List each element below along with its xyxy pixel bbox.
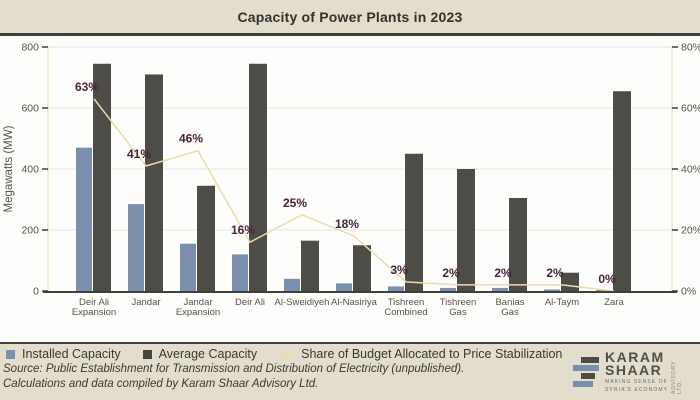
installed-capacity-swatch-icon — [6, 349, 15, 359]
legend-label: Average Capacity — [158, 347, 258, 361]
average-capacity-swatch-icon — [142, 349, 152, 359]
point-label: 25% — [283, 196, 307, 210]
bar-installed-Jandar Expansion — [180, 243, 196, 291]
right-tick-label: 0% — [681, 286, 696, 298]
legend-item-installed-capacity: Installed Capacity — [6, 347, 121, 361]
point-label: 18% — [335, 217, 359, 231]
bar-installed-Tishreen Combined — [388, 286, 404, 291]
left-tick-label: 800 — [21, 42, 39, 54]
capacity-chart-svg: 63% 41% 46% 16% 25% 18% 3% 2% 2% 2% 0% 0 200 400 600 80… — [3, 42, 700, 319]
point-label: 0% — [598, 272, 616, 286]
legend-item-budget-share: Share of Budget Allocated to Price Stabi… — [279, 347, 562, 361]
bar-average-Tishreen Gas — [457, 169, 475, 291]
category-label: Combined — [384, 307, 427, 318]
chart-plot-area: 63% 41% 46% 16% 25% 18% 3% 2% 2% 2% 0% 0 200 400 600 80… — [0, 36, 700, 342]
logo-text: KARAM SHAAR MAKING SENSE OF SYRIA'S ECON… — [605, 349, 669, 393]
category-label: Gas — [501, 307, 519, 318]
bar-average-Jandar Expansion — [197, 185, 215, 291]
point-label: 2% — [494, 266, 512, 280]
bar-installed-Deir Ali Expansion — [76, 147, 92, 291]
bar-average-Al-Taym — [561, 272, 579, 291]
bar-installed-Al-Taym — [544, 289, 560, 291]
karam-shaar-logo: KARAM SHAAR MAKING SENSE OF SYRIA'S ECON… — [573, 346, 697, 398]
budget-share-line — [93, 98, 615, 292]
footer: Installed Capacity Average Capacity Shar… — [0, 344, 700, 400]
legend-label: Installed Capacity — [22, 347, 121, 361]
right-tick-label: 60% — [681, 103, 700, 115]
bar-installed-Banias Gas — [492, 287, 508, 291]
bar-average-Tishreen Combined — [405, 153, 423, 291]
top-divider — [0, 33, 700, 36]
bar-average-Banias Gas — [509, 197, 527, 291]
bottom-divider — [0, 342, 700, 344]
logo-name-line2: SHAAR — [605, 362, 663, 378]
bar-average-Al-Nasiriya — [353, 245, 371, 291]
logo-tagline-line2: SYRIA'S ECONOMY — [605, 387, 669, 393]
point-label: 2% — [546, 266, 564, 280]
bar-average-Al-Sweidiyeh — [301, 240, 319, 291]
category-label: Banias — [495, 297, 524, 308]
title-band: Capacity of Power Plants in 2023 — [0, 0, 700, 33]
category-label: Tishreen — [388, 297, 425, 308]
left-tick-label: 400 — [21, 164, 39, 176]
category-label: Gas — [449, 307, 467, 318]
logo-tagline-line1: MAKING SENSE OF — [605, 379, 668, 385]
legend-label: Share of Budget Allocated to Price Stabi… — [301, 347, 563, 361]
bar-average-Deir Ali Expansion — [93, 63, 111, 292]
point-label: 46% — [179, 132, 203, 146]
source-line-2: Calculations and data compiled by Karam … — [3, 378, 319, 390]
point-label: 63% — [75, 80, 99, 94]
left-tick-label: 200 — [21, 225, 39, 237]
source-line-1: Source: Public Establishment for Transmi… — [3, 363, 465, 375]
category-label: Expansion — [72, 307, 116, 318]
bar-average-Deir Ali — [249, 63, 267, 292]
bar-installed-Deir Ali — [232, 254, 248, 291]
logo-bars-icon — [573, 357, 600, 387]
bar-installed-Al-Nasiriya — [336, 283, 352, 291]
y-axis-title: Megawatts (MW) — [3, 125, 15, 212]
chart-title: Capacity of Power Plants in 2023 — [237, 8, 463, 25]
source-note: Source: Public Establishment for Transmi… — [3, 362, 464, 392]
category-label: Jandar — [131, 297, 160, 308]
right-tick-label: 80% — [681, 42, 700, 54]
bar-installed-Al-Sweidiyeh — [284, 278, 300, 291]
bar-installed-Zara — [596, 290, 612, 292]
left-tick-label: 0 — [33, 286, 39, 298]
category-label: Al-Taym — [545, 297, 579, 308]
category-label: Jandar — [183, 297, 212, 308]
category-label: Expansion — [176, 307, 220, 318]
category-label: Al-Sweidiyeh — [275, 297, 330, 308]
right-tick-label: 20% — [681, 225, 700, 237]
category-label: Deir Ali — [235, 297, 265, 308]
point-label: 3% — [390, 263, 408, 277]
point-label: 41% — [127, 147, 151, 161]
bar-average-Zara — [613, 91, 631, 291]
right-tick-label: 40% — [681, 164, 700, 176]
bar-installed-Tishreen Gas — [440, 287, 456, 291]
bar-installed-Jandar — [128, 204, 144, 291]
legend-item-average-capacity: Average Capacity — [142, 347, 258, 361]
category-label: Zara — [604, 297, 624, 308]
chart-legend: Installed Capacity Average Capacity Shar… — [6, 347, 584, 361]
bar-average-Jandar — [145, 74, 163, 291]
category-label: Deir Ali — [79, 297, 109, 308]
left-tick-label: 600 — [21, 103, 39, 115]
category-label: Al-Nasiriya — [331, 297, 378, 308]
logo-side-text: ADVISORY LTD. — [671, 360, 684, 394]
category-label: Tishreen — [440, 297, 477, 308]
budget-share-line-swatch-icon — [279, 352, 295, 356]
logo-name-line1: KARAM — [605, 349, 665, 365]
point-label: 16% — [231, 223, 255, 237]
point-label: 2% — [442, 266, 460, 280]
